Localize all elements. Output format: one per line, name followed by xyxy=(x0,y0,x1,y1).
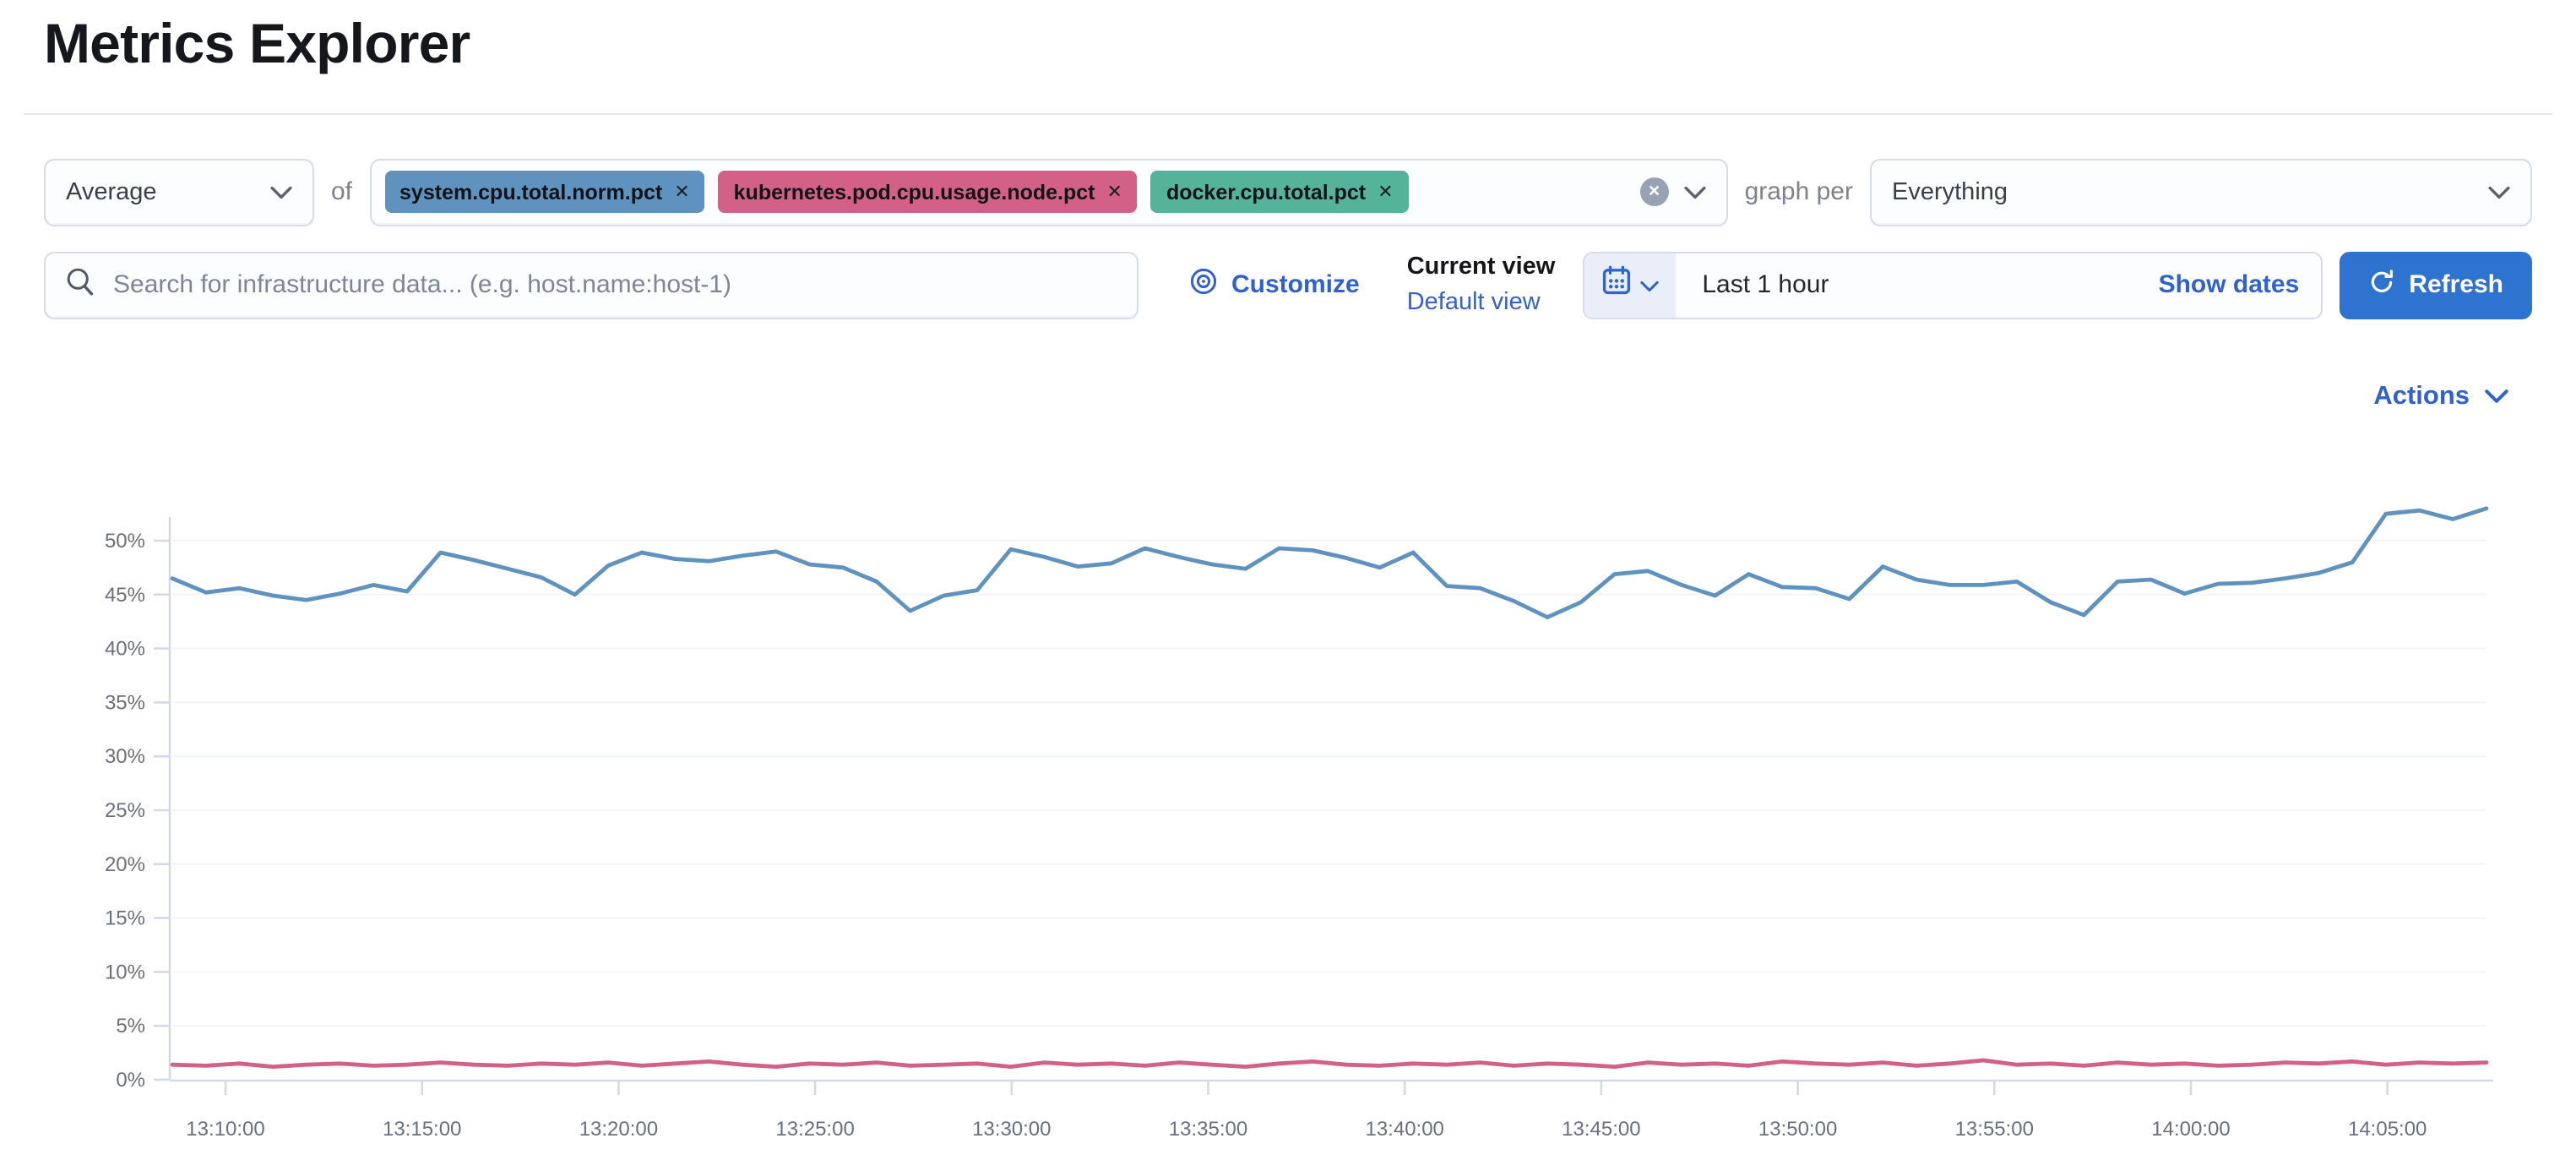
customize-button[interactable]: Customize xyxy=(1189,267,1360,302)
time-range-value[interactable]: Last 1 hour xyxy=(1702,270,1829,300)
calendar-icon xyxy=(1600,265,1631,304)
chart-container: 0% 5% 10% 15% 20% 25% 30% 35% 40% 45% 50% 13:10:00 1… xyxy=(24,428,2552,1160)
graph-per-label: graph per xyxy=(1744,177,1853,207)
chart-actions-row: Actions xyxy=(24,381,2508,411)
remove-metric-icon[interactable]: ✕ xyxy=(1106,182,1122,204)
x-tick-label: 13:30:00 xyxy=(972,1117,1051,1140)
search-icon xyxy=(66,266,95,303)
remove-metric-icon[interactable]: ✕ xyxy=(674,182,690,204)
y-tick-label: 40% xyxy=(105,637,145,660)
search-input[interactable] xyxy=(110,269,1117,302)
metric-pill-label: system.cpu.total.norm.pct xyxy=(399,180,663,204)
eye-icon xyxy=(1189,267,1218,302)
x-tick-label: 14:05:00 xyxy=(2348,1117,2427,1140)
search-toolbar: Customize Current view Default view Last… xyxy=(44,249,2532,320)
actions-label: Actions xyxy=(2373,381,2470,411)
y-tick-label: 5% xyxy=(116,1014,145,1037)
refresh-icon xyxy=(2368,268,2395,302)
chevron-down-icon xyxy=(270,177,292,207)
series-line-kubernetes.pod.cpu.usage.node.pct xyxy=(170,1057,2489,1069)
clear-all-metrics-icon[interactable]: ✕ xyxy=(1639,177,1669,207)
y-tick-label: 20% xyxy=(105,852,145,875)
y-tick-label: 30% xyxy=(105,744,145,767)
metrics-input[interactable]: system.cpu.total.norm.pct ✕ kubernetes.p… xyxy=(369,158,1728,226)
x-tick-label: 13:10:00 xyxy=(186,1117,264,1140)
page-title: Metrics Explorer xyxy=(44,12,470,74)
x-tick-label: 13:45:00 xyxy=(1562,1117,1640,1140)
x-tick-label: 13:50:00 xyxy=(1758,1117,1837,1140)
actions-menu-button[interactable]: Actions xyxy=(2373,381,2508,411)
y-tick-label: 25% xyxy=(105,798,145,821)
metric-pill-system-cpu[interactable]: system.cpu.total.norm.pct ✕ xyxy=(384,171,705,214)
metrics-explorer-page: Metrics Explorer Average of system.cpu.t… xyxy=(0,10,2576,1160)
y-tick-label: 0% xyxy=(116,1068,145,1091)
x-tick-label: 13:20:00 xyxy=(579,1117,658,1140)
search-box[interactable] xyxy=(44,251,1139,319)
chevron-down-icon xyxy=(2488,177,2510,207)
metric-pill-label: kubernetes.pod.cpu.usage.node.pct xyxy=(733,180,1095,204)
y-tick-label: 35% xyxy=(105,691,145,714)
view-switcher: Current view Default view xyxy=(1407,249,1556,320)
x-tick-label: 13:40:00 xyxy=(1365,1117,1443,1140)
group-by-select[interactable]: Everything xyxy=(1870,158,2532,226)
calendar-dropdown-button[interactable] xyxy=(1584,253,1676,318)
y-tick-label: 50% xyxy=(105,529,145,552)
metric-pill-kubernetes-pod-cpu[interactable]: kubernetes.pod.cpu.usage.node.pct ✕ xyxy=(718,171,1138,214)
chevron-down-icon xyxy=(1639,270,1659,300)
time-range-picker: Last 1 hour Show dates xyxy=(1582,251,2323,319)
series-line-system.cpu.total.norm.pct xyxy=(170,505,2489,619)
refresh-button[interactable]: Refresh xyxy=(2340,251,2532,319)
show-dates-button[interactable]: Show dates xyxy=(2158,270,2300,300)
default-view-link[interactable]: Default view xyxy=(1406,288,1541,316)
header-divider xyxy=(24,112,2552,115)
of-label: of xyxy=(331,177,353,207)
x-tick-label: 14:00:00 xyxy=(2151,1117,2230,1140)
customize-label: Customize xyxy=(1231,270,1360,300)
metrics-toolbar: Average of system.cpu.total.norm.pct ✕ k… xyxy=(44,158,2532,226)
metrics-chart[interactable]: 0% 5% 10% 15% 20% 25% 30% 35% 40% 45% 50% 13:10:00 1… xyxy=(24,428,2552,1152)
chevron-down-icon[interactable] xyxy=(1683,177,1706,207)
x-tick-label: 13:15:00 xyxy=(383,1117,461,1140)
y-tick-label: 45% xyxy=(105,583,145,606)
aggregation-value: Average xyxy=(66,178,157,206)
metric-pill-docker-cpu[interactable]: docker.cpu.total.pct ✕ xyxy=(1150,171,1409,214)
x-tick-label: 13:35:00 xyxy=(1169,1117,1247,1140)
x-tick-label: 13:55:00 xyxy=(1955,1117,2034,1140)
y-tick-label: 10% xyxy=(105,961,145,983)
aggregation-select[interactable]: Average xyxy=(44,158,314,226)
current-view-label: Current view xyxy=(1406,253,1556,280)
group-by-value: Everything xyxy=(1892,178,2008,206)
x-tick-label: 13:25:00 xyxy=(775,1117,854,1140)
refresh-label: Refresh xyxy=(2409,270,2503,300)
chevron-down-icon xyxy=(2485,381,2508,411)
y-tick-label: 15% xyxy=(105,907,145,929)
remove-metric-icon[interactable]: ✕ xyxy=(1378,182,1394,204)
metric-pill-label: docker.cpu.total.pct xyxy=(1166,180,1367,204)
